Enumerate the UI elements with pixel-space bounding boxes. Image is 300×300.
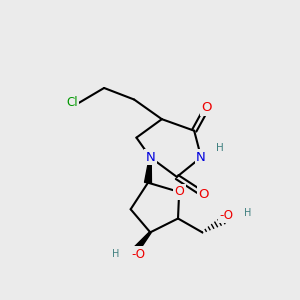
Polygon shape bbox=[131, 232, 151, 254]
Text: H: H bbox=[244, 208, 251, 218]
Text: O: O bbox=[202, 101, 212, 114]
Text: O: O bbox=[174, 185, 184, 198]
Text: N: N bbox=[146, 151, 155, 164]
Text: -O: -O bbox=[132, 248, 146, 261]
Polygon shape bbox=[145, 157, 152, 183]
Text: O: O bbox=[198, 188, 209, 201]
Text: Cl: Cl bbox=[66, 97, 78, 110]
Text: H: H bbox=[112, 249, 119, 259]
Text: H: H bbox=[216, 143, 224, 153]
Text: N: N bbox=[196, 151, 206, 164]
Text: -O: -O bbox=[220, 208, 233, 221]
